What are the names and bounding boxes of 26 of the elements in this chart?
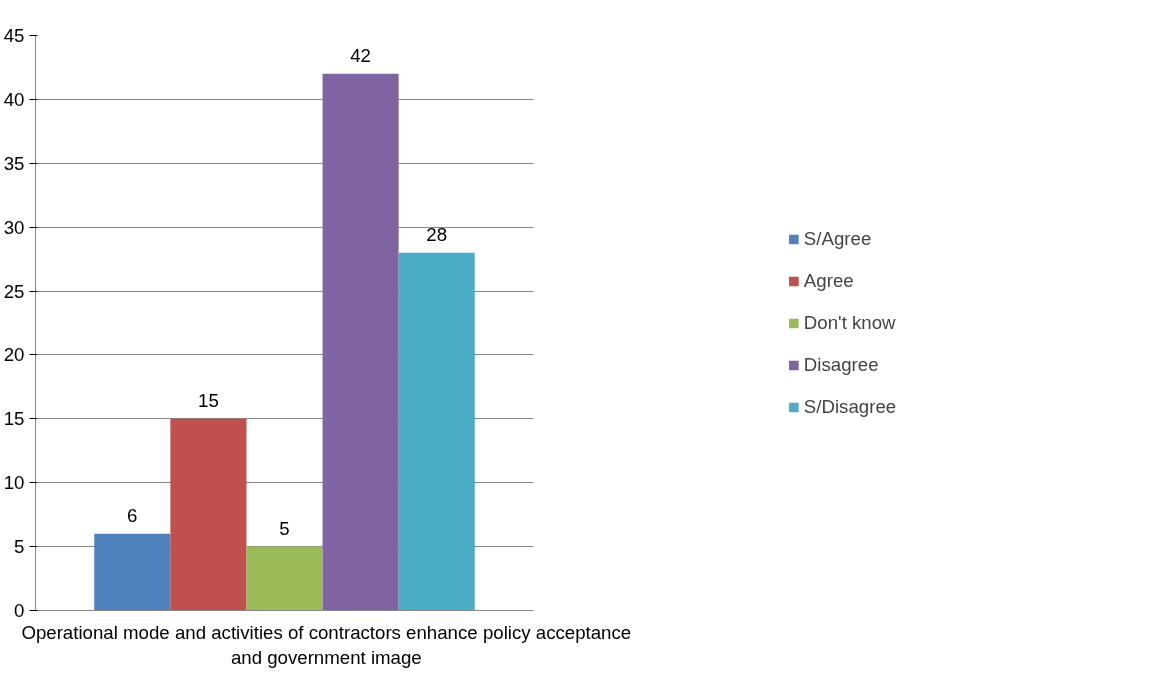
y-tick-label: 10 xyxy=(3,472,25,494)
legend-label: S/Disagree xyxy=(803,395,897,418)
y-tick-label: 0 xyxy=(14,600,25,621)
y-tick-label: 35 xyxy=(3,152,25,174)
y-tick-label: 45 xyxy=(3,25,25,46)
bar xyxy=(170,418,247,611)
data-label: 15 xyxy=(198,389,219,411)
legend-label: Disagree xyxy=(803,353,879,376)
bar xyxy=(398,252,475,611)
legend-label: Don't know xyxy=(803,311,896,334)
bar xyxy=(322,73,399,611)
y-tick-label: 5 xyxy=(14,536,25,558)
data-label: 28 xyxy=(426,223,448,245)
y-tick-label: 15 xyxy=(3,408,25,430)
y-tick-label: 40 xyxy=(3,88,25,110)
data-label: 5 xyxy=(279,517,290,539)
bar xyxy=(246,546,323,611)
legend-label: S/Agree xyxy=(803,227,872,250)
y-tick-label: 25 xyxy=(3,280,25,302)
x-tick-label: Operational mode and activities of contractors enhance policy acceptance and government image xyxy=(21,621,632,668)
data-label: 6 xyxy=(127,504,138,526)
y-tick-label: 30 xyxy=(3,216,25,238)
bar xyxy=(94,533,171,611)
y-tick-label: 20 xyxy=(3,344,25,366)
legend-label: Agree xyxy=(803,269,854,292)
data-label: 42 xyxy=(350,44,371,66)
